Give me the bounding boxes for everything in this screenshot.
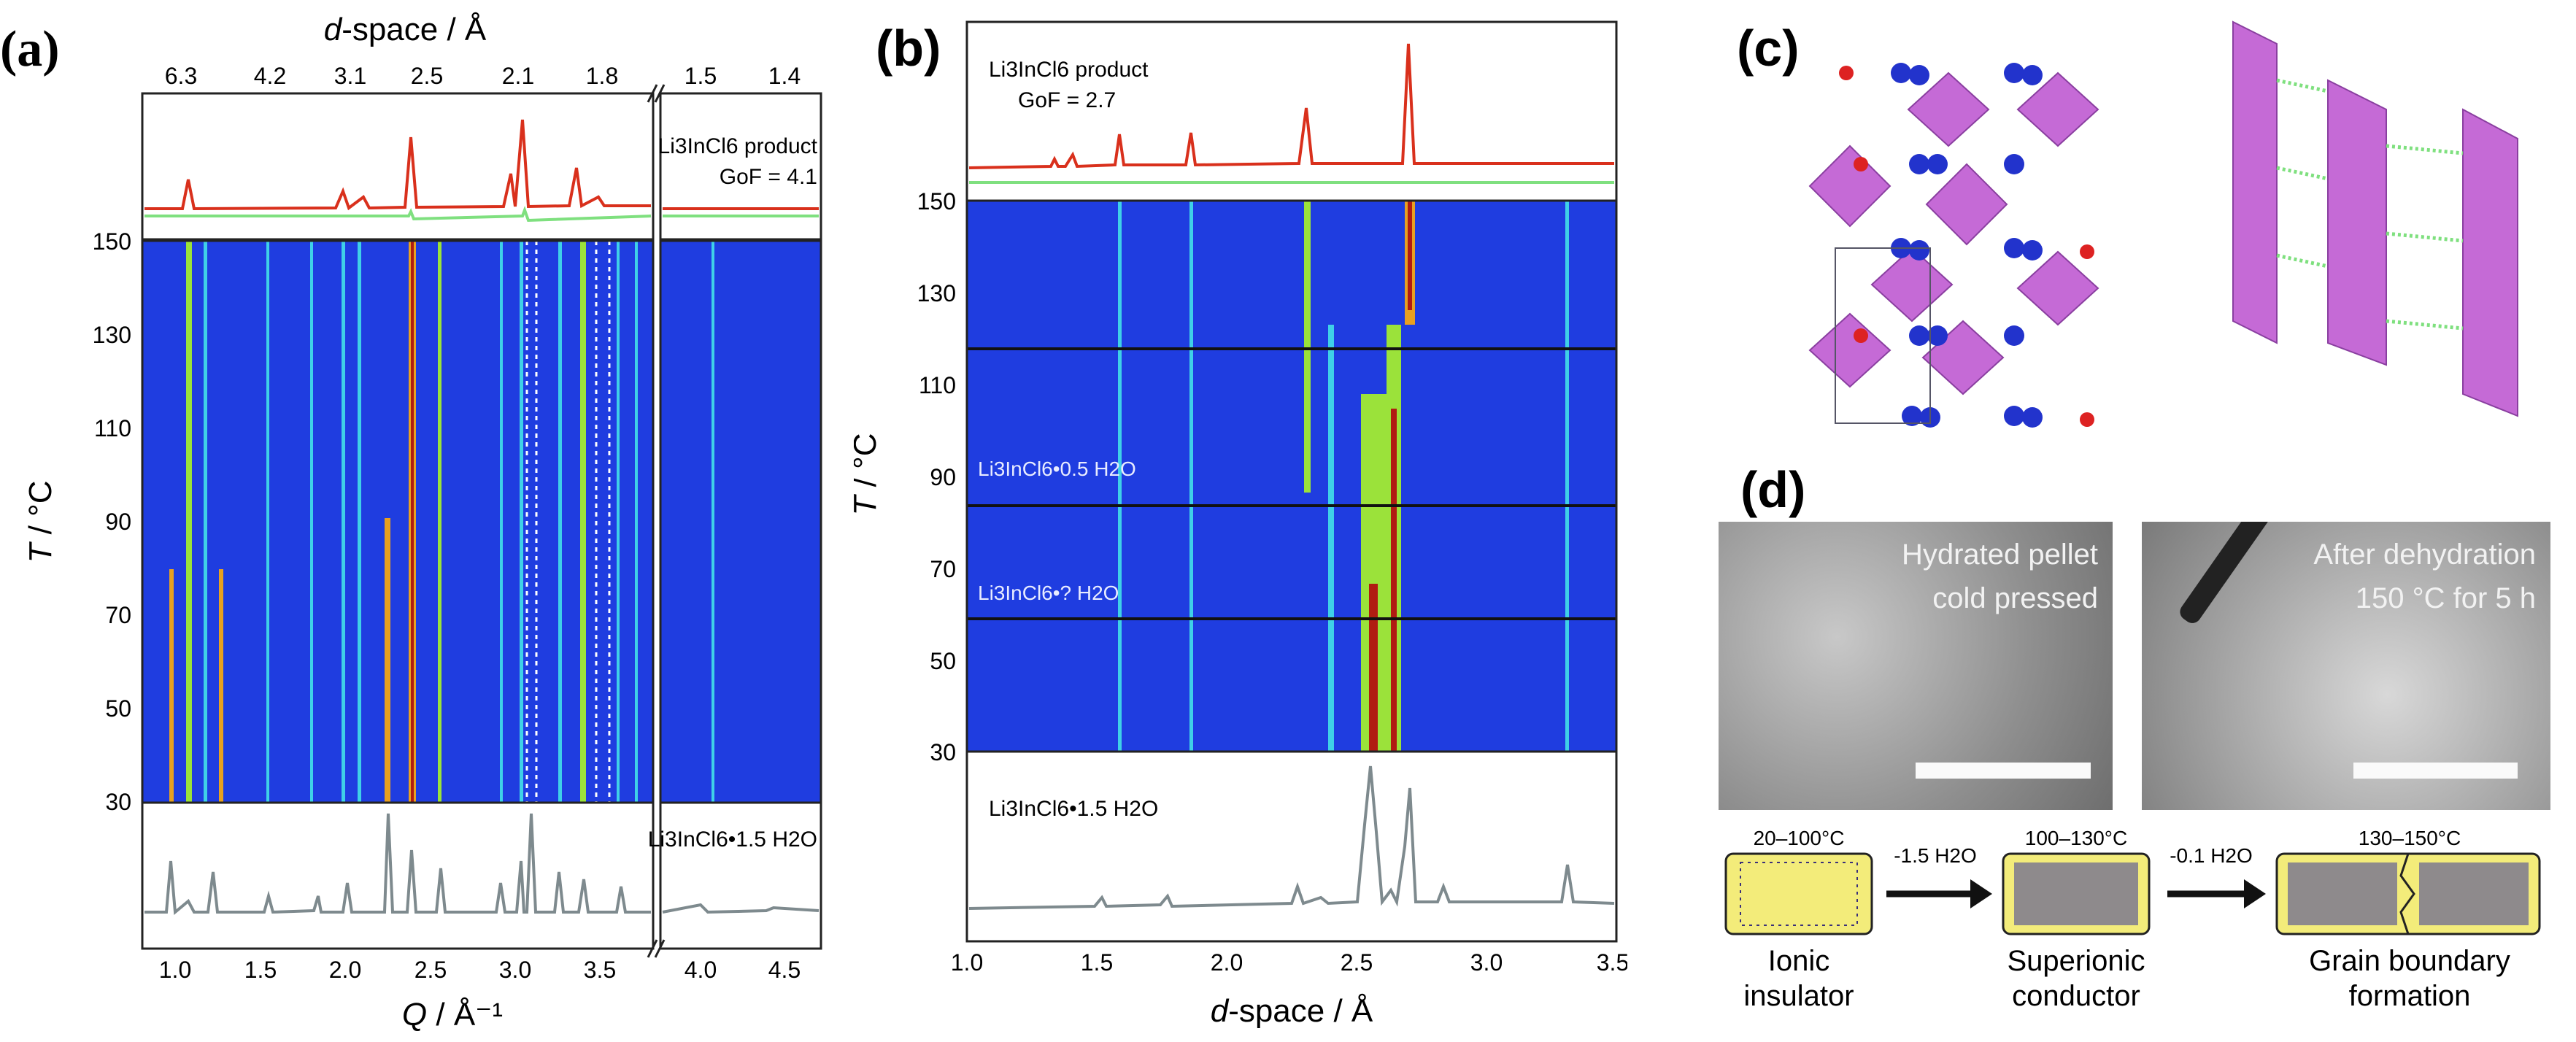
panel-a: (a) d-space / Å 6.3 4.2 3.1 2.5 2.1 1.8 … <box>0 12 822 1033</box>
svg-text:formation: formation <box>2349 980 2471 1012</box>
y-tick: 150 <box>93 228 131 255</box>
schematic-stage-1: 20–100°C Ionic insulator <box>1724 827 1873 1012</box>
panel-b: (b) Li3InCl6 product GoF = 2.7 Li3InCl6•… <box>854 20 1627 1029</box>
panel-c-label: (c) <box>1737 20 1800 77</box>
y-tick: 130 <box>93 322 131 348</box>
y-tick: 150 <box>917 188 956 215</box>
phase-label-b: Li3InCl6•? H2O <box>978 582 1119 604</box>
hydrate-label-a: Li3InCl6•1.5 H2O <box>648 827 817 852</box>
x-tick: 4.5 <box>768 957 801 983</box>
panel-a-label: (a) <box>0 21 60 77</box>
panel-d-label-svg: (d) <box>1740 461 1805 518</box>
scale-bar <box>1916 763 2091 779</box>
axis-break-a <box>647 84 666 958</box>
y-tick: 110 <box>919 372 956 398</box>
panel-c: (c) <box>1737 20 2518 428</box>
x-tick: 3.5 <box>1597 949 1627 976</box>
top-tick: 1.4 <box>768 63 801 89</box>
top-axis-title: d-space / Å <box>324 12 487 47</box>
panel-b-label: (b) <box>876 20 941 77</box>
y-tick: 30 <box>930 739 956 765</box>
top-tick: 2.5 <box>411 63 443 89</box>
x-tick: 1.0 <box>951 949 983 976</box>
phase-label-b: Li3InCl6•0.5 H2O <box>978 458 1136 480</box>
y-tick: 90 <box>105 509 131 535</box>
x-tick: 2.5 <box>1341 949 1373 976</box>
y-tick: 130 <box>917 280 956 306</box>
top-axis-ticks: 6.3 4.2 3.1 2.5 2.1 1.8 1.5 1.4 <box>165 63 801 89</box>
refinement-plot-b: Li3InCl6 product GoF = 2.7 <box>965 20 1618 202</box>
svg-text:conductor: conductor <box>2012 980 2140 1012</box>
photo1-caption: Hydrated pellet cold pressed <box>1901 539 2098 614</box>
hydrate-plot-a: Li3InCl6•1.5 H2O <box>141 801 822 950</box>
svg-text:100–130°C: 100–130°C <box>2025 827 2127 849</box>
diff-trace-a <box>144 206 652 223</box>
y-tick: 50 <box>930 648 956 674</box>
x-tick: 3.5 <box>584 957 616 983</box>
top-tick: 4.2 <box>254 63 286 89</box>
x-tick: 2.0 <box>1211 949 1243 976</box>
transition-schematic: 20–100°C Ionic insulator -1.5 H2O 100–13… <box>1724 827 2541 1012</box>
product-label-b: Li3InCl6 product <box>989 58 1149 82</box>
y-axis-title-a: T / °C <box>23 481 58 563</box>
scale-bar <box>2353 763 2518 779</box>
schematic-stage-2: 100–130°C Superionic conductor <box>2002 827 2151 1012</box>
svg-text:Ionic: Ionic <box>1768 945 1830 977</box>
svg-text:insulator: insulator <box>1743 980 1854 1012</box>
x-tick: 3.0 <box>499 957 531 983</box>
x-ticks-a: 1.0 1.5 2.0 2.5 3.0 3.5 4.0 4.5 <box>159 957 801 983</box>
panel-d: (d) Hydrated pellet cold pressed After de… <box>1671 452 2576 1042</box>
hydrate-label-b: Li3InCl6•1.5 H2O <box>989 797 1158 821</box>
y-ticks-b: 150 130 110 90 70 50 30 <box>917 188 956 765</box>
photo2-caption: After dehydration 150 °C for 5 h <box>2313 539 2536 614</box>
x-tick: 2.0 <box>329 957 361 983</box>
arrow-1: -1.5 H2O <box>1886 844 1992 908</box>
sem-photo-dehydrated: After dehydration 150 °C for 5 h <box>2142 522 2550 810</box>
x-tick: 1.5 <box>244 957 277 983</box>
y-tick: 70 <box>930 556 956 582</box>
svg-text:130–150°C: 130–150°C <box>2359 827 2461 849</box>
y-tick: 90 <box>930 464 956 490</box>
schematic-stage-3: 130–150°C Grain boundary formation <box>2275 827 2541 1012</box>
x-tick: 4.0 <box>685 957 717 983</box>
heatmap-b: Li3InCl6•0.5 H2O Li3InCl6•? H2O <box>965 199 1618 753</box>
y-tick: 50 <box>105 695 131 722</box>
svg-text:-0.1 H2O: -0.1 H2O <box>2170 844 2253 867</box>
hydrate-plot-b: Li3InCl6•1.5 H2O <box>965 750 1618 943</box>
gof-a: GoF = 4.1 <box>720 165 817 189</box>
product-label-a: Li3InCl6 product <box>658 134 818 158</box>
y-tick: 30 <box>105 789 131 815</box>
top-tick: 1.8 <box>586 63 618 89</box>
x-axis-title-b: d-space / Å <box>1211 993 1373 1029</box>
heatmap-a <box>141 239 822 804</box>
x-ticks-b: 1.0 1.5 2.0 2.5 3.0 3.5 <box>951 949 1627 976</box>
panel-d-label: (d) <box>1740 461 1805 518</box>
y-axis-title-b: T / °C <box>854 433 883 516</box>
calc-trace-a <box>144 119 651 211</box>
crystal-structure-view-1 <box>1808 63 2099 428</box>
top-tick: 2.1 <box>502 63 534 89</box>
x-tick: 1.5 <box>1081 949 1113 976</box>
x-tick: 3.0 <box>1470 949 1503 976</box>
top-tick: 3.1 <box>334 63 366 89</box>
y-ticks-a: 150 130 110 90 70 50 30 <box>93 228 131 815</box>
y-tick: 70 <box>105 602 131 628</box>
gof-b: GoF = 2.7 <box>1018 88 1116 112</box>
crystal-structure-view-2 <box>2232 20 2518 417</box>
sem-photo-hydrated: Hydrated pellet cold pressed <box>1719 522 2113 810</box>
x-tick: 2.5 <box>414 957 447 983</box>
refinement-plot-a: Li3InCl6 product GoF = 4.1 <box>141 92 822 241</box>
svg-text:Superionic: Superionic <box>2007 945 2145 977</box>
top-tick: 6.3 <box>165 63 197 89</box>
arrow-2: -0.1 H2O <box>2167 844 2266 908</box>
svg-text:20–100°C: 20–100°C <box>1754 827 1845 849</box>
y-tick: 110 <box>94 415 131 441</box>
top-tick: 1.5 <box>685 63 717 89</box>
x-tick: 1.0 <box>159 957 191 983</box>
x-axis-title-a: Q / Å⁻¹ <box>402 997 503 1033</box>
svg-text:Grain boundary: Grain boundary <box>2309 945 2510 977</box>
svg-text:-1.5 H2O: -1.5 H2O <box>1894 844 1977 867</box>
